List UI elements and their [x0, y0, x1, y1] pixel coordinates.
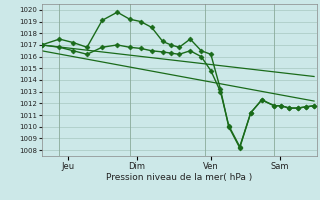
X-axis label: Pression niveau de la mer( hPa ): Pression niveau de la mer( hPa ) — [106, 173, 252, 182]
